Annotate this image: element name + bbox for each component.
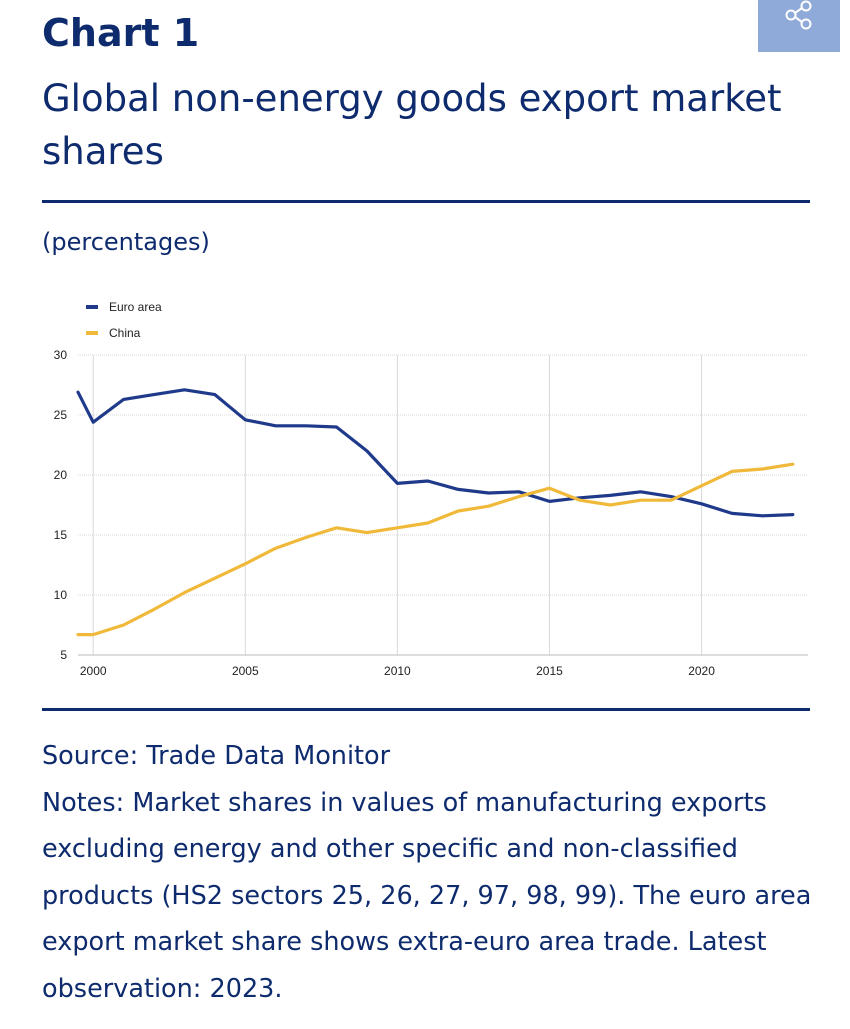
share-icon [785,0,812,30]
x-tick-label: 2020 [688,664,715,678]
chart-title: Global non-energy goods export market sh… [42,77,782,173]
grid [78,354,808,655]
legend: Euro area China [86,300,162,340]
legend-label: Euro area [109,300,162,314]
y-tick-label: 25 [54,408,68,422]
x-tick-label: 2010 [384,664,411,678]
x-tick-label: 2005 [232,664,259,678]
notes-text: Notes: Market shares in values of manufa… [42,787,812,1004]
axes: 5 10 15 20 25 30 2000 2005 2010 2015 2020 [54,348,808,678]
legend-label: China [109,326,141,340]
share-button[interactable] [758,0,840,52]
chart-number: Chart 1 [42,11,200,55]
x-tick-label: 2000 [80,664,107,678]
unit-note: (percentages) [42,228,210,256]
series-line-euro-area [76,388,795,518]
source-note: Source: Trade Data Monitor [42,741,391,771]
series [76,388,795,637]
footnotes: Source: Trade Data Monitor Notes: Market… [42,733,832,1012]
y-tick-label: 10 [54,588,68,602]
x-tick-label: 2015 [536,664,563,678]
y-tick-label: 20 [54,468,68,482]
top-divider [42,200,810,203]
y-tick-label: 15 [54,528,68,542]
y-tick-label: 30 [54,348,68,362]
series-line-china [76,462,795,637]
bottom-divider [42,708,810,711]
line-chart: 5 10 15 20 25 30 2000 2005 2010 2015 2020 Euro are… [54,300,808,678]
y-tick-label: 5 [60,648,67,662]
